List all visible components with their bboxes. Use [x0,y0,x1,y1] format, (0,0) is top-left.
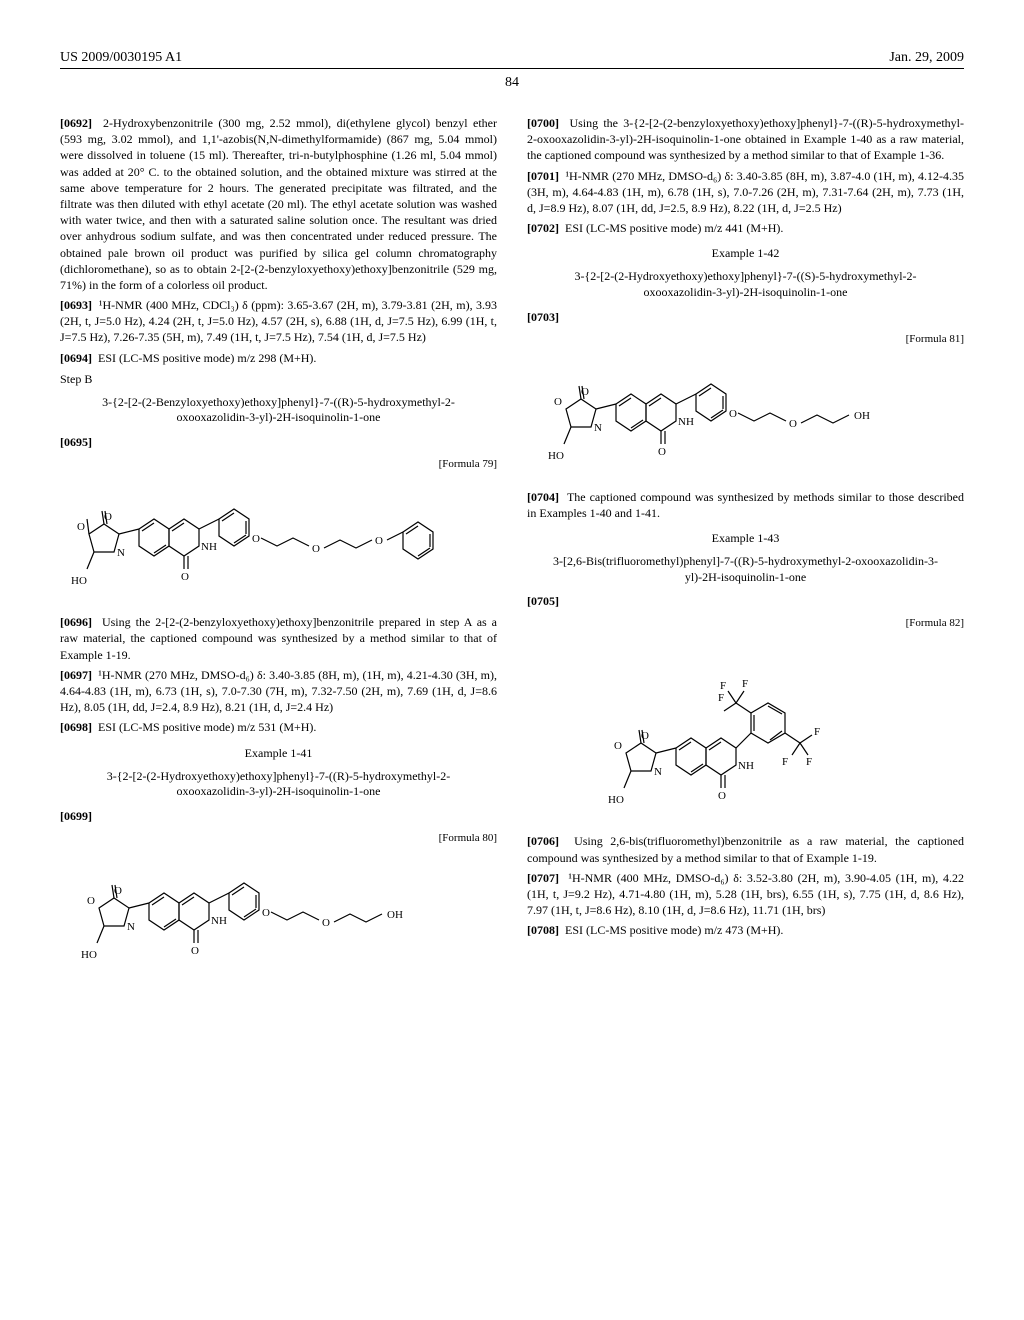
svg-text:F: F [814,726,820,738]
svg-text:NH: NH [211,915,227,927]
para-0706: [0706] Using 2,6-bis(trifluoromethyl)ben… [527,833,964,865]
para-0697: [0697] ¹H-NMR (270 MHz, DMSO-d₆) δ: 3.40… [60,667,497,716]
svg-text:N: N [127,921,135,933]
para-0692: [0692] 2-Hydroxybenzonitrile (300 mg, 2.… [60,115,497,293]
svg-text:N: N [654,766,662,778]
svg-text:N: N [594,422,602,434]
title-1-42: 3-{2-[2-(2-Hydroxyethoxy)ethoxy]phenyl}-… [547,269,944,300]
svg-text:O: O [312,543,320,555]
svg-text:NH: NH [738,760,754,772]
svg-text:O: O [789,418,797,430]
page-number: 84 [60,75,964,91]
svg-text:O: O [554,396,562,408]
svg-text:N: N [117,547,125,559]
example-1-42-label: Example 1-42 [527,246,964,261]
para-0698: [0698] ESI (LC-MS positive mode) m/z 531… [60,719,497,735]
svg-text:O: O [718,790,726,802]
svg-text:HO: HO [71,575,87,587]
svg-text:O: O [252,533,260,545]
para-0701: [0701] ¹H-NMR (270 MHz, DMSO-d₆) δ: 3.40… [527,168,964,217]
formula-82-structure: O O N HO O NH [596,633,896,823]
formula-81-label: [Formula 81] [527,333,964,345]
title-1-41: 3-{2-[2-(2-Hydroxyethoxy)ethoxy]phenyl}-… [80,769,477,800]
svg-text:O: O [322,917,330,929]
para-0695: [0695] [60,434,497,450]
title-step-b: 3-{2-[2-(2-Benzyloxyethoxy)ethoxy]phenyl… [80,395,477,426]
left-column: [0692] 2-Hydroxybenzonitrile (300 mg, 2.… [60,115,497,988]
title-1-43: 3-[2,6-Bis(trifluoromethyl)phenyl]-7-((R… [547,554,944,585]
svg-text:NH: NH [201,541,217,553]
svg-text:HO: HO [608,794,624,806]
formula-80-structure: O O N HO O NH O [79,848,479,978]
formula-79-label: [Formula 79] [60,458,497,470]
svg-text:O: O [191,945,199,957]
para-0700: [0700] Using the 3-{2-[2-(2-benzyloxyeth… [527,115,964,164]
doc-id: US 2009/0030195 A1 [60,50,182,66]
svg-text:O: O [729,408,737,420]
svg-text:F: F [782,756,788,768]
svg-text:F: F [806,756,812,768]
example-1-43-label: Example 1-43 [527,531,964,546]
para-0702: [0702] ESI (LC-MS positive mode) m/z 441… [527,220,964,236]
para-0705: [0705] [527,593,964,609]
para-0703: [0703] [527,309,964,325]
formula-80-label: [Formula 80] [60,832,497,844]
step-b-label: Step B [60,372,497,387]
example-1-41-label: Example 1-41 [60,746,497,761]
para-0693: [0693] ¹H-NMR (400 MHz, CDCl₃) δ (ppm): … [60,297,497,346]
svg-text:O: O [77,521,85,533]
formula-79-structure: O O N HO O [69,474,489,604]
para-0696: [0696] Using the 2-[2-(2-benzyloxyethoxy… [60,614,497,663]
svg-text:F: F [720,680,726,692]
svg-text:O: O [87,895,95,907]
formula-81-structure: O O N HO O NH O [546,349,946,479]
para-0694: [0694] ESI (LC-MS positive mode) m/z 298… [60,350,497,366]
svg-text:HO: HO [548,450,564,462]
para-0707: [0707] ¹H-NMR (400 MHz, DMSO-d₆) δ: 3.52… [527,870,964,919]
svg-text:O: O [181,571,189,583]
para-0699: [0699] [60,808,497,824]
svg-text:O: O [262,907,270,919]
svg-text:HO: HO [81,949,97,961]
right-column: [0700] Using the 3-{2-[2-(2-benzyloxyeth… [527,115,964,988]
para-0708: [0708] ESI (LC-MS positive mode) m/z 473… [527,922,964,938]
svg-text:OH: OH [854,410,870,422]
svg-text:F: F [718,692,724,704]
para-0704: [0704] The captioned compound was synthe… [527,489,964,521]
doc-date: Jan. 29, 2009 [889,50,964,66]
svg-text:OH: OH [387,909,403,921]
svg-text:O: O [375,535,383,547]
svg-text:F: F [742,678,748,690]
svg-text:O: O [658,446,666,458]
formula-82-label: [Formula 82] [527,617,964,629]
svg-text:NH: NH [678,416,694,428]
svg-text:O: O [614,740,622,752]
